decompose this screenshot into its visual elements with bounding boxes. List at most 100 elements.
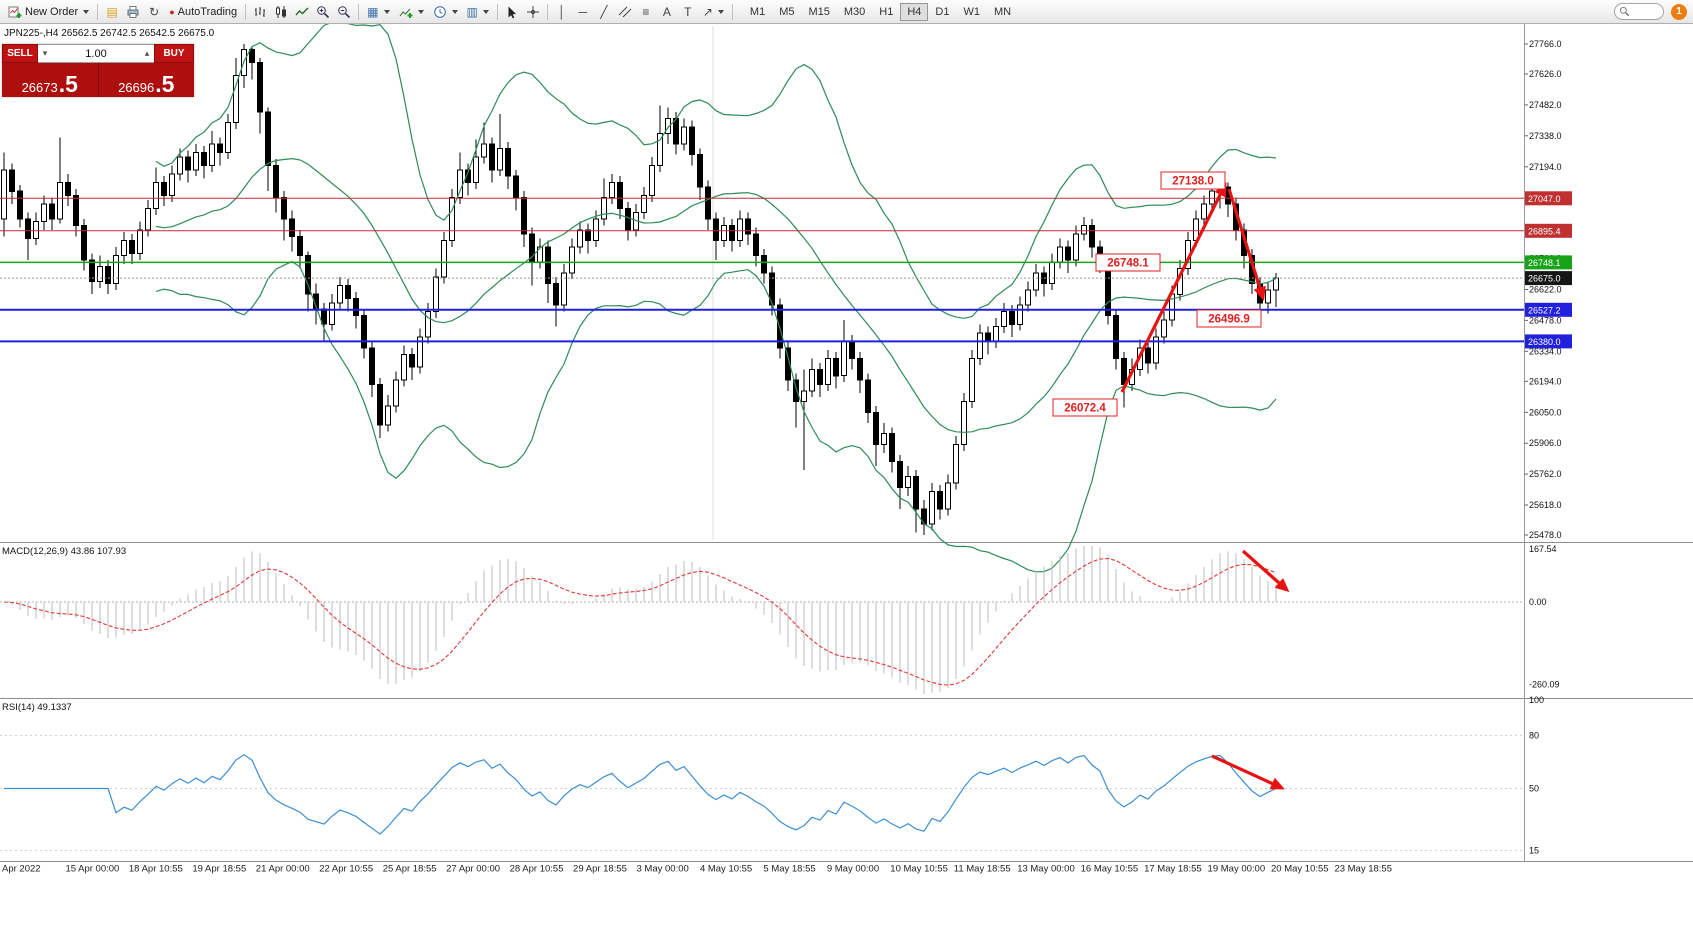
timeframe-w1-button[interactable]: W1 bbox=[963, 5, 980, 18]
trend-arrow[interactable] bbox=[1227, 188, 1266, 302]
crosshair-icon[interactable] bbox=[526, 5, 540, 19]
svg-text:26895.4: 26895.4 bbox=[1528, 226, 1561, 236]
trend-arrow[interactable] bbox=[1241, 549, 1290, 593]
new-order-icon bbox=[8, 6, 22, 18]
trend-arrow[interactable] bbox=[1211, 754, 1285, 790]
candle-body bbox=[1161, 319, 1167, 338]
candle-body bbox=[785, 347, 791, 381]
timeframe-h4-button[interactable]: H4 bbox=[900, 2, 929, 21]
zoom-out-icon[interactable] bbox=[337, 5, 351, 19]
price-axis-tick: 27194.0 bbox=[1529, 162, 1562, 172]
candle-body bbox=[625, 207, 631, 231]
candle-body bbox=[1217, 186, 1223, 192]
line-chart-icon[interactable] bbox=[295, 5, 309, 19]
arrows-tool-button[interactable]: ↗ bbox=[699, 2, 728, 22]
toolbar-separator bbox=[97, 3, 99, 20]
candle-body bbox=[497, 147, 503, 171]
candle-body bbox=[401, 353, 407, 381]
candle-body bbox=[33, 220, 39, 240]
timeframe-d1-button[interactable]: D1 bbox=[935, 5, 950, 18]
dropdown-caret bbox=[383, 9, 390, 14]
timeframe-m5-button[interactable]: M5 bbox=[779, 5, 795, 18]
time-axis-label: 3 May 00:00 bbox=[637, 864, 689, 875]
vertical-line-tool-icon[interactable]: │ bbox=[558, 4, 566, 19]
candle-body bbox=[649, 165, 655, 196]
candle-body bbox=[921, 508, 927, 525]
price-annotation[interactable]: 27138.0 bbox=[1160, 171, 1226, 190]
price-annotation[interactable]: 26496.9 bbox=[1196, 309, 1262, 328]
refresh-icon[interactable]: ↻ bbox=[149, 4, 160, 19]
trendline-tool-icon[interactable]: ╱ bbox=[600, 4, 608, 19]
candle-body bbox=[57, 182, 63, 220]
candle-body bbox=[953, 443, 959, 484]
price-axis-tick: 26766.0 bbox=[1529, 254, 1562, 264]
print-icon[interactable] bbox=[126, 5, 140, 19]
time-axis-label: 27 Apr 00:00 bbox=[446, 864, 500, 875]
timeframe-mn-button[interactable]: MN bbox=[993, 5, 1012, 18]
price-tag: 26748.1 bbox=[1525, 255, 1572, 270]
price-axis: 27766.0 27626.0 27482.0 27338.0 27194.0 27050… bbox=[1524, 39, 1572, 856]
price-annotation[interactable]: 26748.1 bbox=[1095, 253, 1161, 272]
channel-tool-icon[interactable] bbox=[618, 5, 632, 19]
fibonacci-tool-icon[interactable]: ≡ bbox=[642, 4, 650, 19]
volume-value[interactable]: 1.00 bbox=[85, 47, 107, 60]
time-axis-label: 29 Apr 18:55 bbox=[573, 864, 627, 875]
sell-button[interactable]: SELL bbox=[2, 44, 38, 63]
trend-arrow[interactable] bbox=[1120, 182, 1227, 393]
time-axis-label: 21 Apr 00:00 bbox=[256, 864, 310, 875]
timeframe-h1-button[interactable]: H1 bbox=[879, 5, 894, 18]
candle-body bbox=[561, 272, 567, 306]
candle-body bbox=[1081, 225, 1087, 235]
macd-axis-label: -260.09 bbox=[1529, 679, 1560, 689]
new-order-button[interactable]: New Order bbox=[4, 2, 93, 22]
candle-body bbox=[945, 482, 951, 510]
candle-body bbox=[1121, 358, 1127, 385]
zoom-in-icon[interactable] bbox=[316, 5, 330, 19]
candle-body bbox=[521, 197, 527, 235]
timeframe-m30-button[interactable]: M30 bbox=[843, 5, 866, 18]
candle-body bbox=[729, 225, 735, 241]
candle-body bbox=[897, 461, 903, 488]
buy-price[interactable]: 26696 .5 bbox=[97, 63, 194, 97]
indicators-button[interactable] bbox=[395, 2, 428, 22]
candle-body bbox=[545, 246, 551, 284]
candle-body bbox=[289, 218, 295, 237]
cursor-icon[interactable] bbox=[505, 5, 519, 19]
horizontal-line-tool-icon[interactable]: ─ bbox=[578, 4, 588, 19]
candlestick-chart-icon[interactable] bbox=[274, 5, 288, 19]
volume-increase-button[interactable]: ▴ bbox=[144, 48, 150, 58]
macd-histogram bbox=[11, 546, 1277, 694]
volume-stepper[interactable]: ▾ 1.00 ▴ bbox=[38, 44, 154, 63]
tile-windows-button[interactable]: ▦ bbox=[363, 2, 393, 22]
label-tool-icon[interactable]: T bbox=[684, 4, 692, 19]
autotrading-button[interactable]: ● AutoTrading bbox=[165, 2, 241, 22]
candle-body bbox=[201, 152, 207, 167]
timeframe-m15-button[interactable]: M15 bbox=[808, 5, 830, 18]
buy-button[interactable]: BUY bbox=[154, 44, 194, 63]
volume-decrease-button[interactable]: ▾ bbox=[42, 48, 48, 58]
candle-body bbox=[1049, 261, 1055, 284]
bar-chart-icon[interactable] bbox=[253, 5, 267, 19]
autotrading-status-icon: ● bbox=[169, 6, 175, 17]
candle-body bbox=[449, 197, 455, 242]
search-box[interactable] bbox=[1614, 3, 1664, 20]
candle-body bbox=[969, 358, 975, 403]
candle-body bbox=[1097, 246, 1103, 263]
candle-body bbox=[1249, 255, 1255, 285]
candle-body bbox=[1177, 268, 1183, 295]
periods-button[interactable] bbox=[429, 2, 462, 22]
candle-body bbox=[385, 405, 391, 426]
templates-button[interactable]: ▥ bbox=[463, 2, 493, 22]
candle-body bbox=[857, 358, 863, 381]
timeframe-m1-button[interactable]: M1 bbox=[749, 5, 766, 18]
notification-badge[interactable]: 1 bbox=[1671, 3, 1687, 20]
price-annotation[interactable]: 26072.4 bbox=[1052, 398, 1118, 417]
candle-body bbox=[1057, 246, 1063, 263]
rsi-indicator-label: RSI(14) 49.1337 bbox=[2, 702, 72, 713]
candle-body bbox=[1025, 289, 1031, 306]
profiles-icon[interactable]: ▤ bbox=[106, 4, 118, 19]
price-tag: 26675.0 bbox=[1525, 271, 1572, 286]
sell-price[interactable]: 26673 .5 bbox=[2, 63, 98, 97]
text-tool-icon[interactable]: A bbox=[662, 4, 671, 19]
